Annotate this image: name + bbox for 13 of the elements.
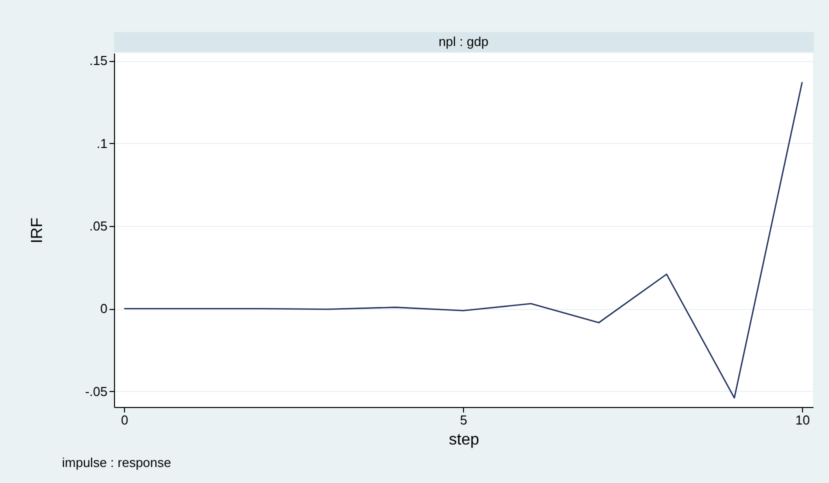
y-tick-label: 0 — [100, 301, 108, 316]
x-tick-label: 5 — [460, 412, 468, 428]
text: impulse : response — [62, 455, 172, 470]
y-tick-label: .1 — [96, 136, 108, 151]
x-tick-label: 0 — [121, 412, 128, 428]
x-tick-label: 10 — [795, 412, 810, 428]
x-axis-title: step — [448, 432, 480, 448]
chart-title: npl : gdp — [438, 34, 488, 49]
y-tick-label: .05 — [89, 218, 108, 234]
y-tick-label: -.05 — [85, 384, 108, 399]
line-series — [124, 81, 803, 399]
y-axis-title: IRF — [29, 217, 46, 244]
y-tick-label: .15 — [89, 53, 108, 68]
